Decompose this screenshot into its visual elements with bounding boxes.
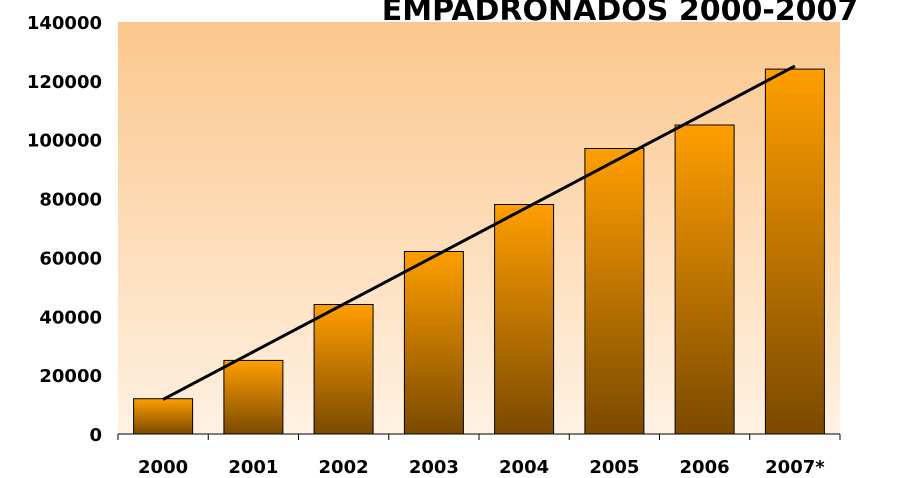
x-tick-label: 2004 bbox=[499, 457, 549, 478]
chart-title: EMPADRONADOS 2000-2007 bbox=[382, 0, 859, 28]
bar-2003 bbox=[403, 251, 464, 435]
bars bbox=[133, 68, 825, 435]
y-tick-label: 100000 bbox=[27, 131, 102, 152]
x-tick-label: 2001 bbox=[228, 457, 278, 478]
bar-2007* bbox=[764, 68, 825, 435]
bar-2002 bbox=[313, 304, 374, 435]
bar-2005 bbox=[584, 148, 645, 435]
y-tick-label: 60000 bbox=[39, 248, 102, 269]
x-tick-label: 2007* bbox=[765, 457, 825, 478]
bar-2006 bbox=[674, 124, 735, 435]
y-tick-label: 0 bbox=[89, 425, 102, 446]
x-axis-ticks bbox=[117, 434, 841, 440]
x-tick-label: 2002 bbox=[319, 457, 369, 478]
x-axis-labels: 2000 2001 2002 2003 2004 2005 2006 2007* bbox=[138, 457, 825, 478]
bar-2000 bbox=[133, 398, 194, 435]
x-tick-label: 2000 bbox=[138, 457, 188, 478]
x-tick-label: 2006 bbox=[680, 457, 730, 478]
y-tick-label: 20000 bbox=[39, 366, 102, 387]
y-tick-label: 40000 bbox=[39, 307, 102, 328]
bar-2001 bbox=[223, 359, 284, 435]
bar-2004 bbox=[494, 204, 555, 435]
y-axis-labels: 0 20000 40000 60000 80000 100000 120000 140000 bbox=[27, 13, 102, 446]
y-tick-label: 80000 bbox=[39, 190, 102, 211]
y-tick-label: 120000 bbox=[27, 72, 102, 93]
y-tick-label: 140000 bbox=[27, 13, 102, 34]
x-tick-label: 2005 bbox=[589, 457, 639, 478]
trend-line bbox=[162, 64, 796, 401]
x-tick-label: 2003 bbox=[409, 457, 459, 478]
